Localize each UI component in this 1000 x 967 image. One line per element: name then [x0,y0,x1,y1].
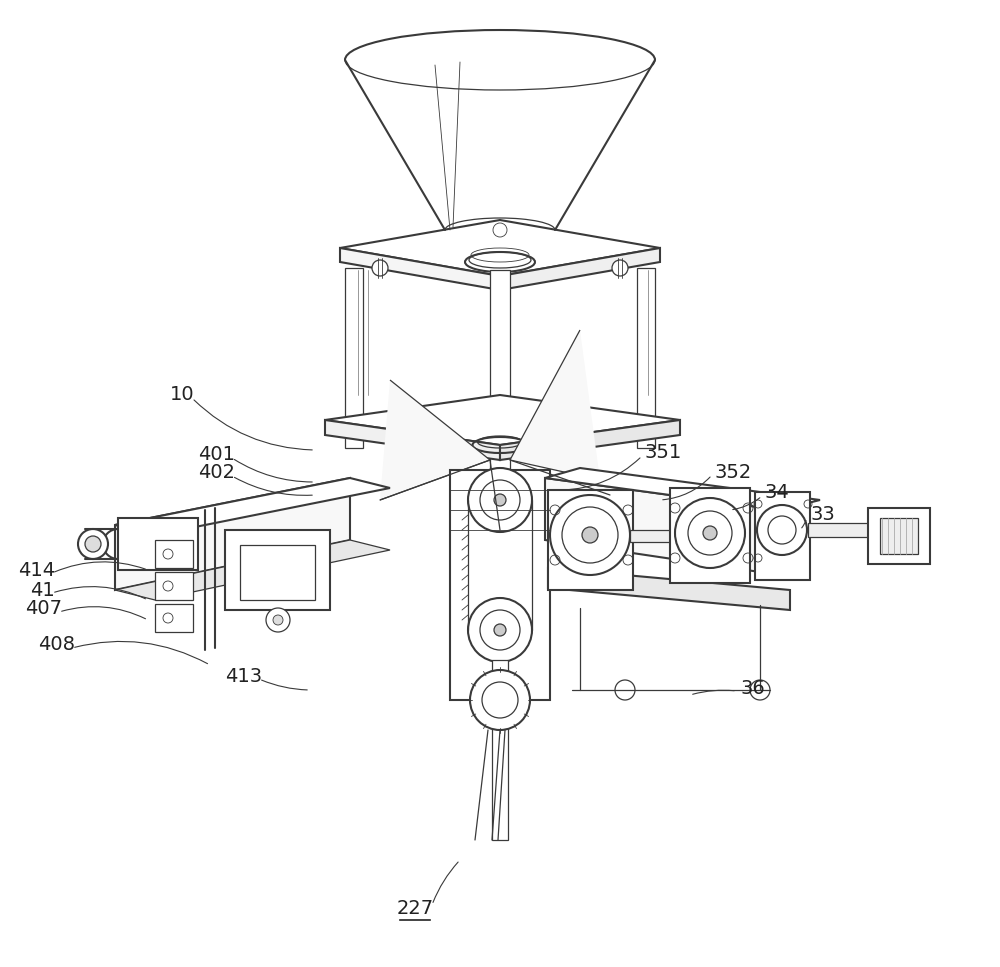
Text: 408: 408 [38,635,75,655]
Bar [490,270,510,480]
Bar [630,530,725,542]
Bar [808,523,868,537]
Circle shape [688,511,732,555]
Bar [155,540,193,568]
Bar [240,545,315,600]
Circle shape [562,507,618,563]
Text: 351: 351 [645,444,682,462]
Text: 402: 402 [198,463,235,483]
Circle shape [470,670,530,730]
Circle shape [615,680,635,700]
Text: 34: 34 [765,484,790,503]
Circle shape [482,682,518,718]
Circle shape [493,223,507,237]
Circle shape [273,615,283,625]
Bar [868,508,930,564]
Bar [450,470,550,700]
Bar [755,492,810,580]
Polygon shape [500,248,660,290]
Circle shape [480,480,520,520]
Text: 407: 407 [25,600,62,619]
Circle shape [468,598,532,662]
Circle shape [372,260,388,276]
Text: 33: 33 [810,506,835,524]
Circle shape [750,680,770,700]
Bar [492,660,508,840]
Polygon shape [340,248,500,290]
Bar [345,268,363,448]
Text: 401: 401 [198,446,235,464]
Polygon shape [500,420,680,460]
Text: 36: 36 [740,679,765,697]
Polygon shape [345,60,655,230]
Circle shape [768,516,796,544]
Polygon shape [115,478,350,590]
Polygon shape [510,330,600,480]
Text: 414: 414 [18,561,55,579]
Text: 10: 10 [170,386,195,404]
Polygon shape [380,380,490,500]
Bar [880,518,918,554]
Polygon shape [325,395,680,445]
Circle shape [78,529,108,559]
Polygon shape [545,468,820,510]
Bar [118,518,198,570]
Circle shape [612,260,628,276]
Circle shape [266,608,290,632]
Circle shape [85,536,101,552]
Circle shape [703,526,717,540]
Bar [155,572,193,600]
Circle shape [675,498,745,568]
Circle shape [550,495,630,575]
Text: 41: 41 [30,580,55,600]
Bar [637,268,655,448]
Circle shape [480,610,520,650]
Polygon shape [325,420,500,460]
Bar [670,488,750,583]
Bar [225,530,330,610]
Polygon shape [340,220,660,276]
Circle shape [757,505,807,555]
Polygon shape [545,478,780,575]
Text: 227: 227 [396,898,434,918]
Circle shape [582,527,598,543]
Text: 413: 413 [225,666,262,686]
Circle shape [468,468,532,532]
Bar [155,604,193,632]
Circle shape [494,624,506,636]
Bar [548,490,633,590]
Circle shape [494,494,506,506]
Polygon shape [115,540,390,600]
Polygon shape [548,568,790,610]
Polygon shape [115,478,390,535]
Text: 352: 352 [715,462,752,482]
